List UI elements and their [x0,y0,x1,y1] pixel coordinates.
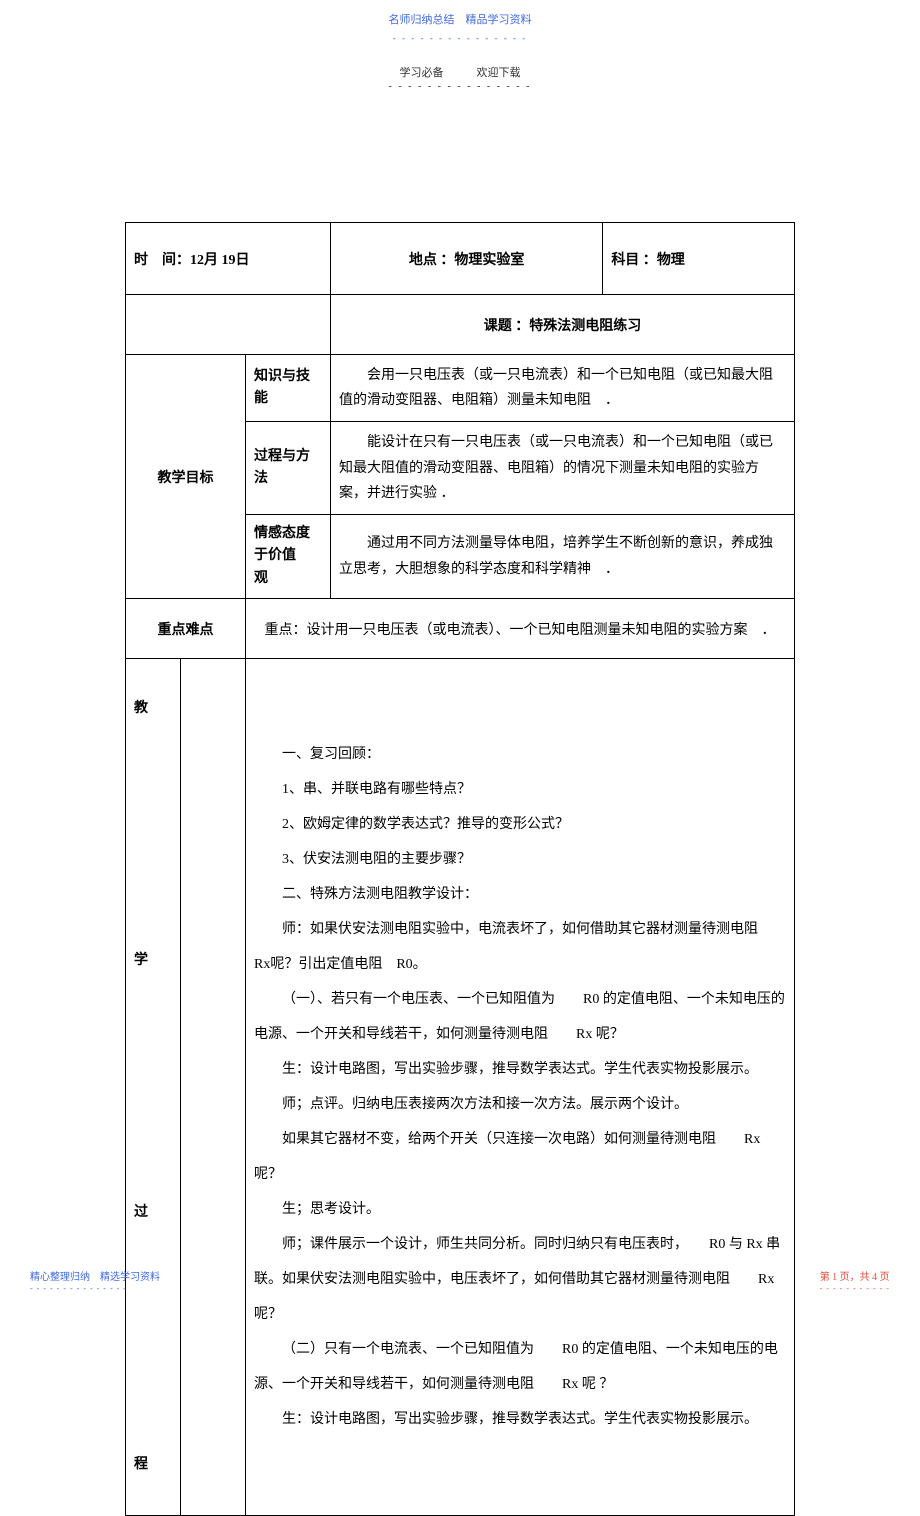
teacher-1: 师：如果伏安法测电阻实验中，电流表坏了，如何借助其它器材测量待测电阻 Rx呢？引… [254,912,786,982]
location-label: 地点 ： [409,253,455,268]
student-2: 生；思考设计。 [254,1192,786,1227]
subject-label: 科目 ： [611,253,657,268]
footer-left: 精心整理归纳 精选学习资料 - - - - - - - - - - - - - … [30,1268,160,1294]
time-value: 12月 19日 [190,253,250,268]
knowledge-label-cell: 知识与技 能 [246,355,331,422]
keypoint-label-cell: 重点难点 [126,599,246,659]
emotion-label-cell: 情感态度于价值 观 [246,514,331,598]
header-top-dashes: - - - - - - - - - - - - - - - [393,33,527,43]
footer-right: 第 1 页，共 4 页 - - - - - - - - - - - [820,1268,890,1294]
keypoint-content-cell: 重点：设计用一只电压表（或电流表）、一个已知电阻测量未知电阻的实验方案 ． [246,599,795,659]
teacher-2: 师；点评。归纳电压表接两次方法和接一次方法。展示两个设计。 [254,1087,786,1122]
time-label: 时 间： [134,253,190,268]
footer-right-text: 第 1 页，共 4 页 [820,1272,890,1283]
footer-left-text: 精心整理归纳 精选学习资料 [30,1272,160,1283]
process-content-cell: 能设计在只有一只电压表（或一只电流表）和一个已知电阻（或已知最大阻值的滑动变阻器… [331,422,795,515]
knowledge-content: 会用一只电压表（或一只电流表）和一个已知电阻（或已知最大阻值的滑动变阻器、电阻箱… [339,363,786,413]
page-subheader: 学习必备 欢迎下载 - - - - - - - - - - - - - - - [0,64,920,92]
header-top-text: 名师归纳总结 精品学习资料 [389,14,532,26]
page-footer: 精心整理归纳 精选学习资料 - - - - - - - - - - - - - … [0,1268,920,1506]
emotion-content: 通过用不同方法测量导体电阻，培养学生不断创新的意识，养成独立思考，大胆想象的科学… [339,531,786,581]
student-1: 生：设计电路图，写出实验步骤，推导数学表达式。学生代表实物投影展示。 [254,1052,786,1087]
footer-left-dashes: - - - - - - - - - - - - - - - [30,1284,127,1293]
design-title: 二、特殊方法测电阻教学设计： [254,877,786,912]
question-1: 如果其它器材不变，给两个开关（只连接一次电路）如何测量待测电阻 Rx 呢？ [254,1122,786,1192]
subject-cell: 科目 ：物理 [603,223,795,295]
topic-value: 特殊法测电阻练习 [529,319,641,334]
location-value: 物理实验室 [454,253,524,268]
review-1: 1、串、并联电路有哪些特点？ [254,772,786,807]
topic-empty-cell [126,295,331,355]
emotion-content-cell: 通过用不同方法测量导体电阻，培养学生不断创新的意识，养成独立思考，大胆想象的科学… [331,514,795,598]
time-cell: 时 间：12月 19日 [126,223,331,295]
footer-right-dashes: - - - - - - - - - - - [820,1284,890,1293]
process-content: 能设计在只有一只电压表（或一只电流表）和一个已知电阻（或已知最大阻值的滑动变阻器… [339,430,786,506]
location-cell: 地点 ：物理实验室 [331,223,603,295]
header-mid-right: 欢迎下载 [477,67,521,79]
knowledge-content-cell: 会用一只电压表（或一只电流表）和一个已知电阻（或已知最大阻值的滑动变阻器、电阻箱… [331,355,795,422]
page-header: 名师归纳总结 精品学习资料 - - - - - - - - - - - - - … [0,0,920,46]
review-title: 一、复习回顾： [254,737,786,772]
topic-label: 课题 ： [484,319,530,334]
topic-cell: 课题 ：特殊法测电阻练习 [331,295,795,355]
review-3: 3、伏安法测电阻的主要步骤？ [254,842,786,877]
header-mid-left: 学习必备 [400,67,444,79]
process-label-cell: 过程与方 法 [246,422,331,515]
scenario-1: （一）、若只有一个电压表、一个已知阻值为 R0 的定值电阻、一个未知电压的电源、… [254,982,786,1052]
subject-value: 物理 [657,253,685,268]
review-2: 2、欧姆定律的数学表达式？推导的变形公式？ [254,807,786,842]
header-mid-dashes: - - - - - - - - - - - - - - - [389,81,532,92]
goal-label-cell: 教学目标 [126,355,246,599]
